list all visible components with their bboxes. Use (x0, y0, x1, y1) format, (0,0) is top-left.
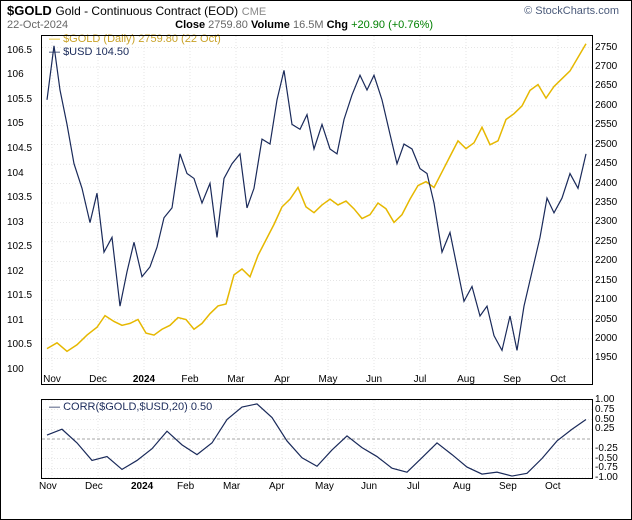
svg-text:Aug: Aug (457, 374, 475, 384)
header-row-1: $GOLD Gold - Continuous Contract (EOD) C… (7, 3, 625, 19)
right-axis-tick: 2700 (595, 61, 617, 72)
sub-chart-svg (42, 400, 592, 478)
right-axis-tick: 2750 (595, 42, 617, 53)
right-axis-tick: 2450 (595, 158, 617, 169)
right-axis-tick: 2100 (595, 294, 617, 305)
svg-text:Nov: Nov (43, 374, 61, 384)
svg-text:Dec: Dec (89, 374, 107, 384)
close-value: 2759.80 (208, 19, 248, 31)
svg-text:Sep: Sep (503, 374, 521, 384)
sub-right-axis-tick: 0.25 (595, 423, 614, 434)
sub-month-label: May (315, 481, 334, 492)
sub-month-label: Mar (223, 481, 240, 492)
left-axis-tick: 104 (7, 168, 24, 179)
left-axis-tick: 101 (7, 315, 24, 326)
right-axis-tick: 2050 (595, 314, 617, 325)
right-axis-tick: 2250 (595, 236, 617, 247)
right-axis-tick: 1950 (595, 352, 617, 363)
left-axis-tick: 104.5 (7, 143, 32, 154)
left-axis-tick: 100 (7, 364, 24, 375)
chart-title: Gold - Continuous Contract (EOD) (55, 4, 238, 18)
svg-text:May: May (319, 374, 338, 384)
right-axis-tick: 2300 (595, 216, 617, 227)
right-axis-tick: 2400 (595, 178, 617, 189)
sub-month-label: Sep (499, 481, 517, 492)
exchange-label: CME (242, 6, 266, 18)
chg-value: +20.90 (+0.76%) (351, 19, 433, 31)
right-axis-tick: 2550 (595, 119, 617, 130)
sub-right-axis-tick: 0.75 (595, 404, 614, 415)
sub-month-label: Feb (177, 481, 194, 492)
sub-right-axis-tick: -0.75 (595, 462, 618, 473)
sub-month-label: Jul (407, 481, 420, 492)
right-axis-tick: 2200 (595, 255, 617, 266)
sub-month-label: Dec (85, 481, 103, 492)
sub-month-label: Oct (545, 481, 561, 492)
svg-text:Feb: Feb (181, 374, 199, 384)
main-chart-svg: Nov Dec 2024 Feb Mar Apr May Jun Jul Aug Sep Oct (42, 36, 592, 384)
svg-text:Mar: Mar (227, 374, 245, 384)
left-axis-tick: 103.5 (7, 192, 32, 203)
left-axis-tick: 106 (7, 69, 24, 80)
sub-month-label: Nov (39, 481, 57, 492)
volume-label: Volume (251, 19, 290, 31)
header-row-2: 22-Oct-2024 Close 2759.80 Volume 16.5M C… (7, 19, 433, 31)
sub-month-label: Aug (453, 481, 471, 492)
sub-month-label: 2024 (131, 481, 153, 492)
left-axis-tick: 100.5 (7, 339, 32, 350)
left-axis-tick: 105.5 (7, 94, 32, 105)
attribution-text: © StockCharts.com (524, 5, 619, 17)
left-axis-tick: 102 (7, 266, 24, 277)
sub-right-axis-tick: -1.00 (595, 472, 618, 483)
main-plot: Nov Dec 2024 Feb Mar Apr May Jun Jul Aug Sep Oct (41, 35, 593, 385)
right-axis-tick: 2600 (595, 100, 617, 111)
sub-plot (41, 399, 593, 479)
svg-text:Jun: Jun (366, 374, 382, 384)
volume-value: 16.5M (293, 19, 324, 31)
right-axis-tick: 2150 (595, 275, 617, 286)
left-axis-tick: 105 (7, 118, 24, 129)
right-axis-tick: 2350 (595, 197, 617, 208)
sub-month-label: Jun (361, 481, 377, 492)
right-axis-tick: 2500 (595, 139, 617, 150)
sub-right-axis-tick: -0.25 (595, 443, 618, 454)
chg-label: Chg (327, 19, 348, 31)
right-axis-tick: 2650 (595, 80, 617, 91)
sub-right-axis-tick: 1.00 (595, 394, 614, 405)
left-axis-tick: 101.5 (7, 290, 32, 301)
left-axis-tick: 106.5 (7, 45, 32, 56)
left-axis-tick: 102.5 (7, 241, 32, 252)
svg-text:2024: 2024 (133, 374, 156, 384)
date-label: 22-Oct-2024 (7, 19, 68, 31)
left-axis-tick: 103 (7, 217, 24, 228)
svg-text:Apr: Apr (274, 374, 290, 384)
right-axis-tick: 2000 (595, 333, 617, 344)
close-label: Close (175, 19, 205, 31)
sub-right-axis-tick: 0.50 (595, 414, 614, 425)
svg-text:Jul: Jul (414, 374, 427, 384)
svg-text:Oct: Oct (550, 374, 566, 384)
ticker-symbol: $GOLD (7, 3, 52, 18)
chart-container: $GOLD Gold - Continuous Contract (EOD) C… (0, 0, 632, 520)
sub-month-label: Apr (269, 481, 285, 492)
sub-right-axis-tick: -0.50 (595, 453, 618, 464)
